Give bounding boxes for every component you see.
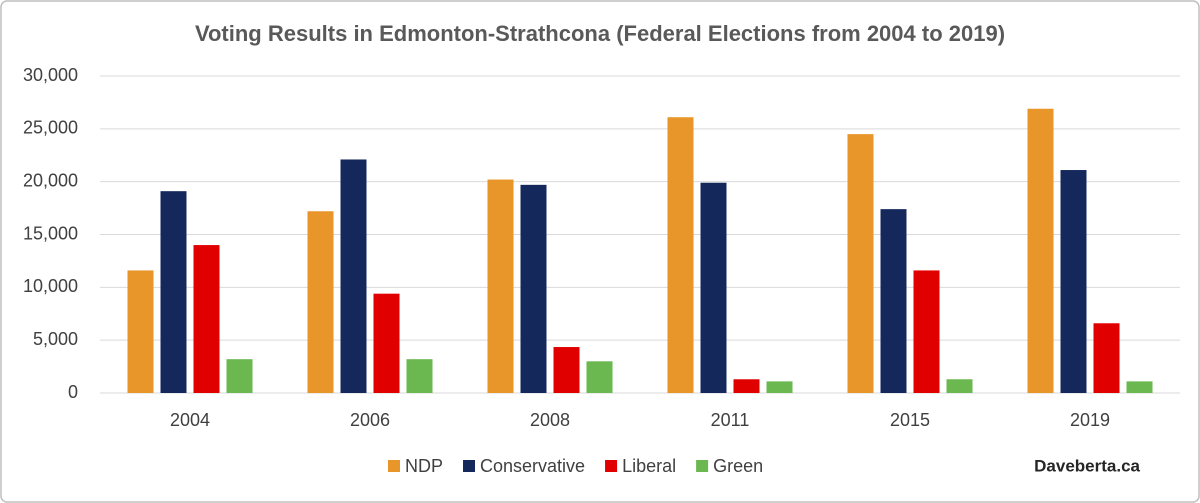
bar [226, 359, 253, 393]
bar [733, 379, 760, 393]
legend-label: Green [713, 456, 763, 476]
bar [880, 209, 907, 393]
bar [1060, 170, 1087, 393]
y-tick-label: 25,000 [23, 118, 78, 138]
bar [373, 293, 400, 393]
y-tick-label: 15,000 [23, 223, 78, 243]
bar [913, 270, 940, 393]
credit: Daveberta.ca [1034, 456, 1140, 475]
bar [1027, 108, 1054, 394]
y-tick-label: 30,000 [23, 65, 78, 85]
y-tick-label: 0 [68, 382, 78, 402]
bar [406, 359, 433, 393]
bar [160, 191, 187, 393]
bar [1126, 381, 1153, 393]
bar [766, 381, 793, 393]
y-tick-label: 20,000 [23, 170, 78, 190]
bar [1093, 323, 1120, 393]
bar [520, 184, 547, 393]
bar [193, 245, 220, 393]
legend-label: NDP [405, 456, 443, 476]
legend-swatch [463, 460, 476, 472]
x-tick-label: 2004 [170, 410, 210, 430]
bar [847, 134, 874, 393]
x-tick-label: 2019 [1070, 410, 1110, 430]
bar [667, 117, 694, 394]
bar [553, 347, 580, 393]
bar [946, 379, 973, 393]
legend-label: Conservative [480, 456, 585, 476]
bar [586, 361, 613, 393]
legend-swatch [605, 460, 618, 472]
x-tick-label: 2008 [530, 410, 570, 430]
x-tick-label: 2011 [711, 410, 750, 430]
legend-swatch [388, 460, 400, 472]
x-tick-label: 2015 [890, 410, 930, 430]
bar [487, 179, 514, 393]
y-tick-label: 5,000 [33, 329, 78, 349]
legend-swatch [696, 460, 709, 472]
chart-title: Voting Results in Edmonton-Strathcona (F… [195, 21, 1005, 46]
legend-label: Liberal [622, 456, 676, 476]
x-tick-label: 2006 [350, 410, 390, 430]
y-tick-label: 10,000 [23, 276, 78, 296]
bar [340, 159, 367, 393]
bar [127, 270, 154, 393]
bar [307, 211, 334, 393]
bar [700, 182, 727, 393]
